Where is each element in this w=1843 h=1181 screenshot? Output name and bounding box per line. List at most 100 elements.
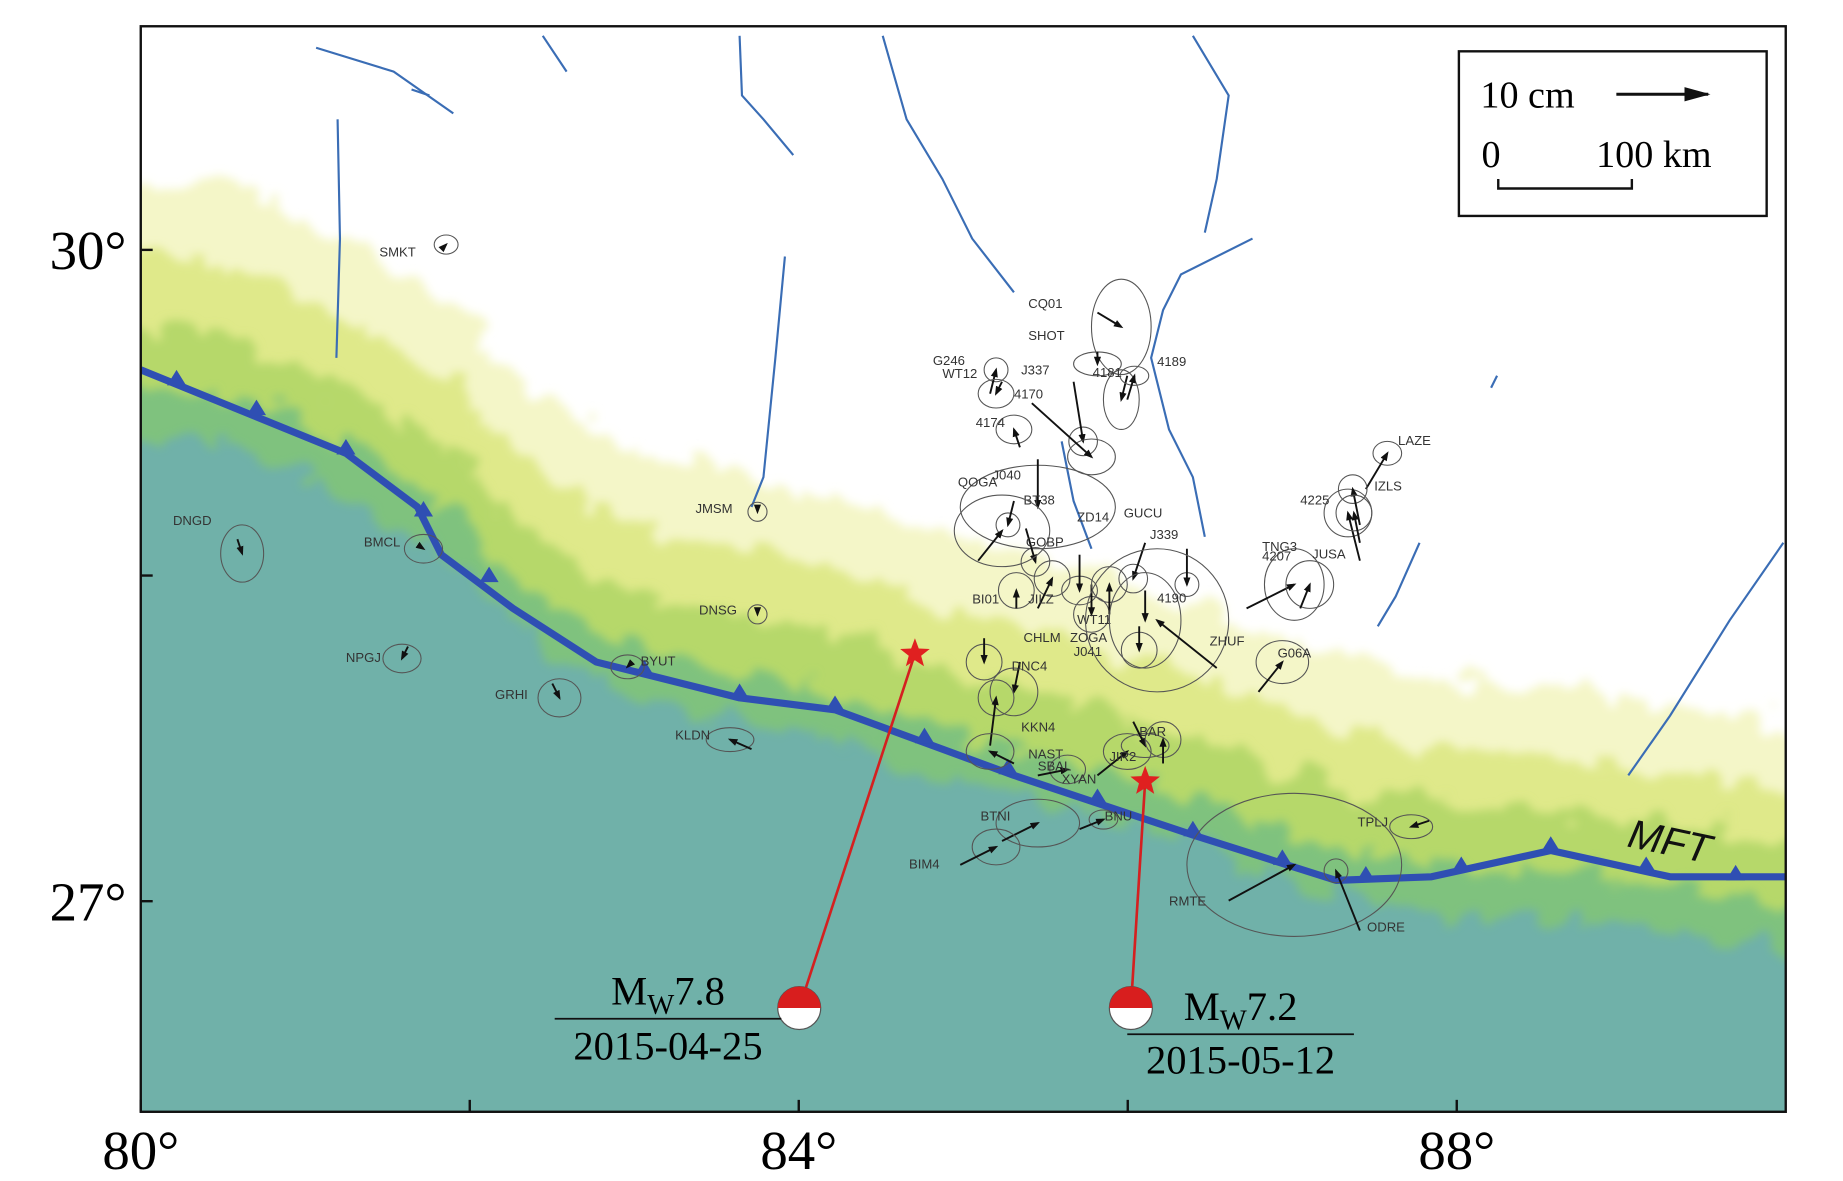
displacement-arrow — [1335, 868, 1361, 931]
thrust-tooth — [336, 439, 356, 455]
displacement-arrow — [1006, 500, 1015, 528]
scale-box: 10 cm 0 100 km — [1457, 50, 1768, 218]
thrust-tooth — [1636, 856, 1656, 873]
thrust-tooth — [246, 399, 267, 416]
displacement-arrow — [1037, 767, 1070, 777]
displacement-arrow — [989, 695, 999, 746]
error-ellipse — [1323, 858, 1349, 884]
station-label: GRHI — [495, 687, 528, 702]
fault-line — [541, 35, 568, 73]
magnitude-symbol: M — [1184, 984, 1220, 1029]
station-label: TNG3 — [1262, 539, 1297, 554]
displacement-arrow — [727, 738, 752, 751]
thrust-tooth — [914, 727, 935, 744]
displacement-arrow — [994, 381, 1003, 396]
error-ellipse — [1108, 572, 1182, 669]
thrust-tooth — [730, 683, 750, 700]
displacement-arrow — [1408, 819, 1430, 828]
error-ellipse — [1255, 640, 1310, 685]
magnitude-subscript: W — [647, 989, 674, 1021]
error-ellipse — [1033, 560, 1071, 598]
thrust-tooth — [1541, 836, 1561, 852]
error-ellipse — [1102, 369, 1140, 430]
y-tick-label: 27° — [50, 871, 127, 932]
displacement-arrow — [1024, 528, 1037, 565]
station-label: JIR2 — [1109, 749, 1136, 764]
station-label: JILZ — [1028, 592, 1054, 607]
station-label: 4170 — [1014, 386, 1043, 401]
station-label: RMTE — [1169, 893, 1206, 908]
station-label: 4207 — [1262, 549, 1291, 564]
error-ellipse — [983, 357, 1009, 383]
error-ellipse — [1186, 792, 1403, 937]
thrust-tooth — [825, 695, 845, 711]
distance-scale-end: 100 km — [1596, 134, 1712, 176]
distance-scale-bar — [1497, 178, 1634, 190]
y-tick-label: 30° — [50, 220, 127, 281]
epicenter — [1130, 765, 1160, 794]
thrust-tooth — [1272, 849, 1292, 865]
error-ellipse — [1102, 733, 1152, 770]
station-label: BYUT — [641, 654, 676, 669]
station-label: WT12 — [942, 366, 977, 381]
station-label: NPGJ — [346, 650, 381, 665]
displacement-arrow — [1132, 542, 1147, 581]
station-label: QOGA — [958, 475, 998, 490]
error-ellipse — [1389, 814, 1434, 840]
displacement-arrow — [1228, 863, 1297, 902]
magnitude-label: MW7.8 — [611, 968, 725, 1021]
error-ellipse — [747, 604, 768, 625]
fault-line — [1060, 441, 1093, 550]
fault-line — [1150, 237, 1254, 538]
station-label: KLDN — [675, 728, 710, 743]
fault-line — [1376, 542, 1421, 627]
station-label: JMSM — [695, 501, 732, 516]
event-date: 2015-05-12 — [1146, 1038, 1335, 1083]
magnitude-label: MW7.2 — [1184, 984, 1298, 1037]
station-label: NAST — [1028, 747, 1063, 762]
displacement-arrow — [1096, 311, 1124, 329]
error-ellipse — [995, 512, 1021, 538]
error-ellipse — [403, 533, 444, 564]
station-label: 4174 — [976, 415, 1005, 430]
displacement-arrow — [1155, 618, 1218, 669]
error-ellipse — [995, 414, 1033, 445]
station-label: DNC4 — [1012, 658, 1048, 673]
error-ellipse — [1118, 563, 1149, 594]
faults — [315, 35, 1785, 777]
displacement-arrow — [977, 528, 1004, 562]
error-ellipse — [1090, 278, 1152, 376]
error-ellipse — [1337, 474, 1368, 504]
thrust-tooth — [1726, 864, 1746, 881]
fault-line — [1490, 375, 1499, 389]
error-ellipse — [1285, 560, 1335, 609]
error-ellipse — [705, 727, 755, 753]
displacement-arrow — [1096, 750, 1130, 777]
displacement-arrow — [1072, 381, 1086, 444]
station-label: LAZE — [1398, 433, 1431, 448]
error-ellipse — [1067, 438, 1116, 476]
magnitude-subscript: W — [1220, 1004, 1247, 1036]
error-ellipse — [1335, 494, 1373, 532]
station-label: CQ01 — [1028, 296, 1062, 311]
station-label: DNSG — [699, 602, 737, 617]
gps-stations: SMKT DNGD BMCL NPGJ GRHI BYUT KLDN JMSM DNSG CQ01… — [173, 234, 1434, 937]
beachball-compression — [777, 986, 821, 1009]
displacement-arrow — [989, 367, 998, 394]
station-label: SHOT — [1028, 328, 1064, 343]
error-ellipse — [1068, 426, 1098, 457]
displacement-arrow — [1079, 818, 1106, 830]
rupture-link — [797, 653, 917, 1009]
station-label: IZLS — [1374, 478, 1402, 493]
station-label: CHLM — [1023, 630, 1060, 645]
displacement-arrow — [1001, 822, 1040, 842]
station-label: 4181 — [1093, 365, 1122, 380]
error-ellipse — [965, 733, 1015, 770]
station-label: J339 — [1150, 527, 1178, 542]
fault-line — [738, 35, 795, 156]
epicenter — [900, 638, 930, 667]
displacement-arrow — [400, 646, 409, 661]
station-label: BAR — [1139, 724, 1166, 739]
